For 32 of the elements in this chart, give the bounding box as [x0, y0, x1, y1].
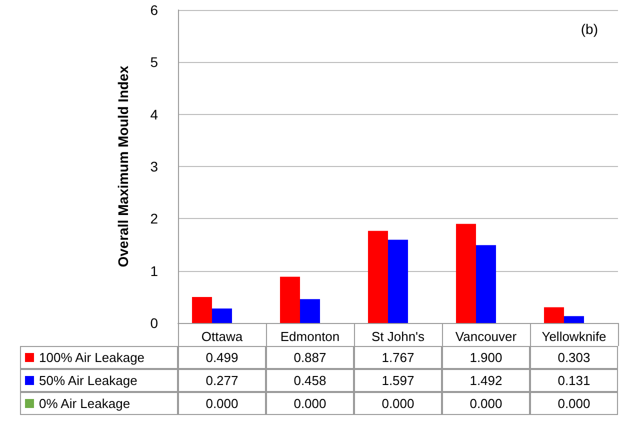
data-label: 1.900: [442, 346, 530, 369]
x-tick-label: Edmonton: [280, 329, 340, 344]
data-label: 1.492: [442, 369, 530, 392]
legend-label: 0% Air Leakage: [39, 396, 130, 411]
data-label: 0.887: [266, 346, 354, 369]
y-tick-label: 0: [150, 315, 158, 331]
y-tick-label: 1: [150, 262, 158, 279]
y-axis-title: Overall Maximum Mould Index: [115, 66, 131, 268]
y-tick-label: 6: [150, 2, 158, 18]
y-tick-label: 4: [150, 106, 158, 122]
y-tick-label: 2: [150, 210, 158, 227]
data-label: 0.000: [442, 392, 530, 415]
y-tick-label: 5: [150, 54, 158, 70]
data-label: 0.499: [178, 346, 266, 369]
data-label: 0.277: [178, 369, 266, 392]
data-label: 0.000: [178, 392, 266, 415]
data-label: 1.767: [354, 346, 442, 369]
data-label: 0.131: [530, 369, 618, 392]
x-tick-label: Vancouver: [455, 329, 518, 344]
data-label: 1.597: [354, 369, 442, 392]
data-label: 0.458: [266, 369, 354, 392]
data-label: 0.000: [266, 392, 354, 415]
y-tick-label: 3: [150, 158, 158, 174]
annotation: (b): [580, 21, 598, 37]
x-tick-label: St John's: [371, 329, 426, 344]
x-tick-label: Ottawa: [201, 329, 244, 344]
data-label: 0.303: [530, 346, 618, 369]
legend-label: 50% Air Leakage: [39, 373, 138, 388]
data-label: 0.000: [354, 392, 442, 415]
x-tick-label: Yellowknife: [542, 329, 606, 344]
legend-label: 100% Air Leakage: [39, 350, 145, 365]
data-label: 0.000: [530, 392, 618, 415]
